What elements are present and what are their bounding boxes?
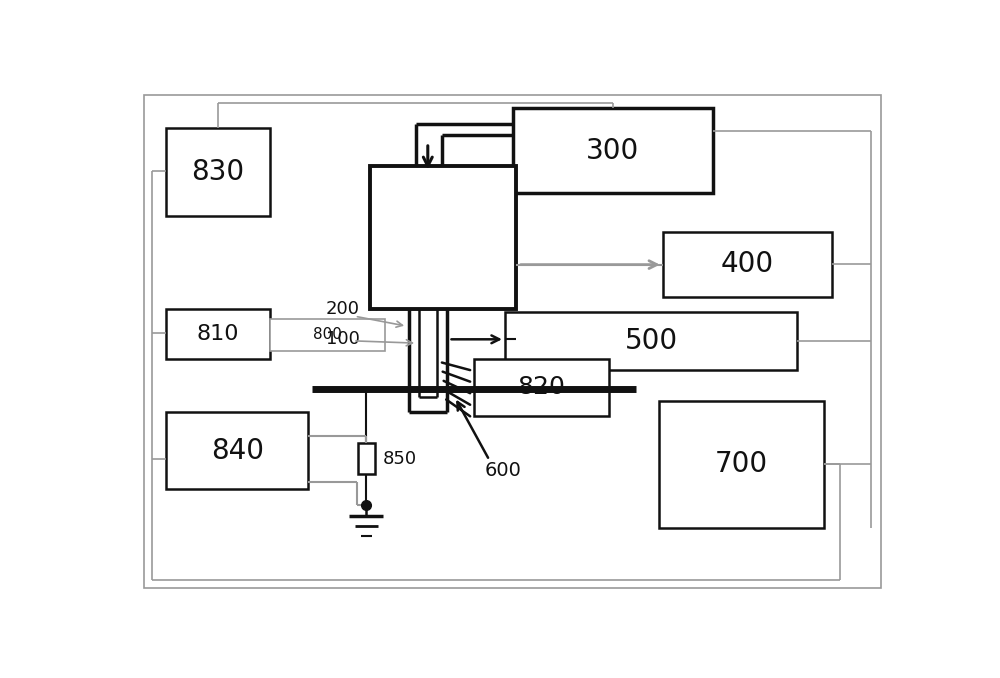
Bar: [166, 308, 270, 359]
Bar: [166, 127, 270, 216]
Text: 840: 840: [211, 437, 264, 465]
Text: 700: 700: [715, 450, 768, 479]
Text: 820: 820: [517, 376, 565, 399]
Text: 850: 850: [383, 450, 417, 468]
Bar: [659, 401, 824, 528]
Text: 830: 830: [191, 158, 245, 186]
Bar: [663, 231, 832, 297]
Text: 600: 600: [485, 461, 522, 480]
Bar: [358, 443, 375, 474]
Bar: [166, 412, 308, 490]
Text: 800: 800: [313, 327, 342, 342]
Bar: [505, 313, 797, 370]
Text: 300: 300: [586, 137, 639, 165]
Text: 810: 810: [197, 323, 239, 344]
Text: 500: 500: [625, 327, 678, 355]
Bar: [474, 359, 609, 416]
Bar: [370, 166, 516, 308]
Bar: [270, 319, 385, 351]
Text: 100: 100: [326, 330, 360, 348]
Bar: [512, 108, 713, 193]
Text: 200: 200: [326, 300, 360, 317]
Text: 400: 400: [721, 250, 774, 278]
